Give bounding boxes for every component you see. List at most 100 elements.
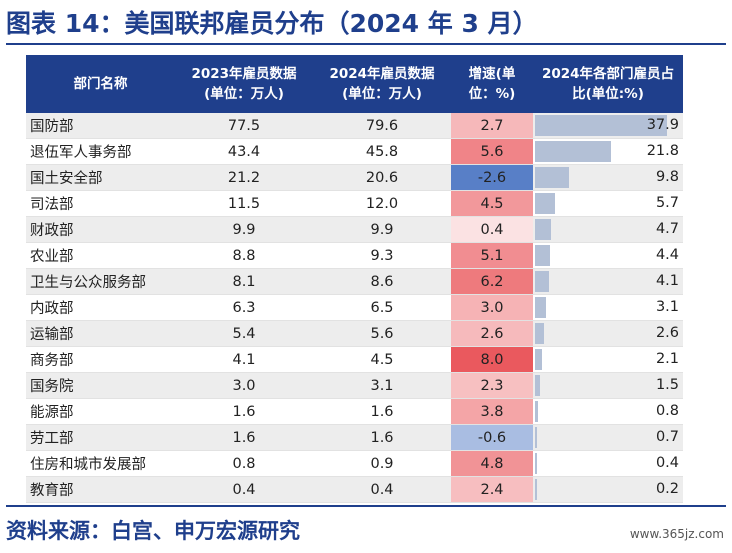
dept-name-cell: 卫生与公众服务部	[26, 268, 175, 295]
dept-name-cell: 运输部	[26, 320, 175, 347]
table-row: 司法部 11.5 12.0 4.5 5.7	[26, 190, 683, 217]
share-bar	[535, 245, 551, 266]
value-2024-cell: 79.6	[313, 113, 451, 139]
dept-name-cell: 退伍军人事务部	[26, 138, 175, 165]
header-growth: 增速(单位：%)	[451, 55, 533, 113]
growth-cell: 3.8	[451, 398, 533, 425]
growth-cell: -2.6	[451, 164, 533, 191]
value-2024-cell: 6.5	[313, 294, 451, 321]
table-row: 住房和城市发展部 0.8 0.9 4.8 0.4	[26, 450, 683, 477]
value-2023-cell: 0.4	[175, 476, 313, 503]
value-2023-cell: 9.9	[175, 216, 313, 243]
dept-name-cell: 司法部	[26, 190, 175, 217]
value-2023-cell: 5.4	[175, 320, 313, 347]
share-bar	[535, 427, 538, 448]
share-cell: 4.1	[533, 268, 683, 295]
value-2023-cell: 77.5	[175, 113, 313, 139]
share-value: 3.1	[655, 299, 679, 315]
footer-divider	[6, 505, 726, 507]
growth-cell: -0.6	[451, 424, 533, 451]
value-2024-cell: 8.6	[313, 268, 451, 295]
table-row: 运输部 5.4 5.6 2.6 2.6	[26, 320, 683, 347]
share-value: 2.1	[655, 351, 679, 367]
share-cell: 0.2	[533, 476, 683, 503]
value-2024-cell: 9.9	[313, 216, 451, 243]
header-share: 2024年各部门雇员占比(单位:%)	[533, 55, 683, 113]
value-2023-cell: 43.4	[175, 138, 313, 165]
share-bar	[535, 271, 550, 292]
growth-cell: 6.2	[451, 268, 533, 295]
employee-table: 部门名称 2023年雇员数据(单位：万人) 2024年雇员数据(单位：万人) 增…	[26, 55, 683, 503]
title-divider	[6, 43, 726, 45]
value-2024-cell: 5.6	[313, 320, 451, 347]
share-value: 21.8	[646, 143, 679, 159]
dept-name-cell: 国土安全部	[26, 164, 175, 191]
value-2024-cell: 1.6	[313, 398, 451, 425]
value-2023-cell: 21.2	[175, 164, 313, 191]
table-row: 国土安全部 21.2 20.6 -2.6 9.8	[26, 164, 683, 191]
dept-name-cell: 国防部	[26, 113, 175, 139]
share-value: 37.9	[646, 117, 679, 133]
table-row: 商务部 4.1 4.5 8.0 2.1	[26, 346, 683, 373]
table-row: 卫生与公众服务部 8.1 8.6 6.2 4.1	[26, 268, 683, 295]
share-bar	[535, 323, 545, 344]
figure-title: 图表 14：美国联邦雇员分布（2024 年 3 月）	[6, 9, 538, 38]
share-cell: 2.1	[533, 346, 683, 373]
share-cell: 2.6	[533, 320, 683, 347]
share-value: 1.5	[655, 377, 679, 393]
dept-name-cell: 教育部	[26, 476, 175, 503]
value-2024-cell: 0.9	[313, 450, 451, 477]
value-2024-cell: 4.5	[313, 346, 451, 373]
value-2024-cell: 20.6	[313, 164, 451, 191]
growth-cell: 2.6	[451, 320, 533, 347]
header-2023: 2023年雇员数据(单位：万人)	[175, 55, 313, 113]
value-2023-cell: 1.6	[175, 398, 313, 425]
share-cell: 37.9	[533, 113, 683, 139]
dept-name-cell: 内政部	[26, 294, 175, 321]
share-cell: 5.7	[533, 190, 683, 217]
dept-name-cell: 住房和城市发展部	[26, 450, 175, 477]
value-2024-cell: 9.3	[313, 242, 451, 269]
value-2023-cell: 4.1	[175, 346, 313, 373]
table-row: 国防部 77.5 79.6 2.7 37.9	[26, 113, 683, 139]
table-header-row: 部门名称 2023年雇员数据(单位：万人) 2024年雇员数据(单位：万人) 增…	[26, 55, 683, 113]
value-2024-cell: 45.8	[313, 138, 451, 165]
growth-cell: 3.0	[451, 294, 533, 321]
growth-cell: 8.0	[451, 346, 533, 373]
share-bar	[535, 219, 552, 240]
share-value: 0.7	[655, 429, 679, 445]
growth-cell: 5.6	[451, 138, 533, 165]
share-value: 4.4	[655, 247, 679, 263]
growth-cell: 2.4	[451, 476, 533, 503]
share-bar	[535, 479, 537, 500]
value-2023-cell: 11.5	[175, 190, 313, 217]
header-2024: 2024年雇员数据(单位：万人)	[313, 55, 451, 113]
value-2023-cell: 0.8	[175, 450, 313, 477]
share-bar	[535, 193, 555, 214]
value-2024-cell: 12.0	[313, 190, 451, 217]
source-note: 资料来源：白宫、申万宏源研究	[6, 519, 300, 543]
share-cell: 21.8	[533, 138, 683, 165]
share-value: 9.8	[655, 169, 679, 185]
share-bar	[535, 167, 570, 188]
share-value: 0.2	[655, 481, 679, 497]
value-2023-cell: 8.8	[175, 242, 313, 269]
share-bar	[535, 453, 537, 474]
share-cell: 9.8	[533, 164, 683, 191]
share-value: 4.7	[655, 221, 679, 237]
dept-name-cell: 农业部	[26, 242, 175, 269]
dept-name-cell: 财政部	[26, 216, 175, 243]
share-cell: 4.4	[533, 242, 683, 269]
table-row: 退伍军人事务部 43.4 45.8 5.6 21.8	[26, 138, 683, 165]
share-bar	[535, 297, 546, 318]
share-bar	[535, 401, 538, 422]
table-row: 能源部 1.6 1.6 3.8 0.8	[26, 398, 683, 425]
value-2023-cell: 3.0	[175, 372, 313, 399]
dept-name-cell: 劳工部	[26, 424, 175, 451]
value-2023-cell: 6.3	[175, 294, 313, 321]
dept-name-cell: 能源部	[26, 398, 175, 425]
share-cell: 1.5	[533, 372, 683, 399]
share-value: 2.6	[655, 325, 679, 341]
value-2024-cell: 1.6	[313, 424, 451, 451]
share-value: 5.7	[655, 195, 679, 211]
